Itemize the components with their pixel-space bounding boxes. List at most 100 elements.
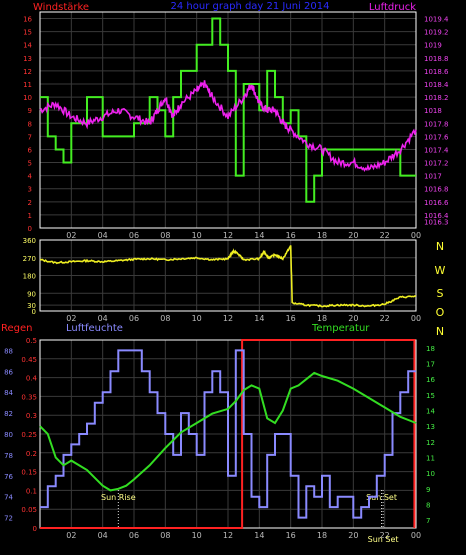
- humidity-axis-title: Luftfeuchte: [66, 323, 123, 334]
- wind-tick-label: 12: [23, 68, 32, 76]
- sun-annotation-label: Sun Set: [366, 493, 397, 502]
- x-tick-label-p2: 00: [411, 314, 421, 323]
- x-tick-label-p3: 14: [254, 531, 264, 540]
- x-tick-label-p1: 08: [160, 231, 170, 240]
- pressure-tick-label: 1019: [424, 42, 442, 50]
- x-tick-label-p1: 02: [66, 231, 76, 240]
- rain-axis-title: Regen: [1, 323, 33, 334]
- temperature-series: [39, 371, 417, 492]
- humidity-tick-label: 78: [4, 452, 13, 460]
- compass-label: O: [436, 306, 445, 319]
- x-tick-label-p1: 18: [317, 231, 327, 240]
- temperature-tick-label: 11: [426, 455, 435, 463]
- x-tick-label-p1: 12: [223, 231, 233, 240]
- plot-frame: [39, 239, 417, 312]
- temperature-tick-label: 8: [426, 502, 430, 510]
- pressure-tick-label: 1016.3: [424, 218, 449, 226]
- compass-label: N: [436, 325, 444, 338]
- compass-label: N: [436, 240, 444, 253]
- x-tick-label-p3: 00: [411, 531, 421, 540]
- x-tick-label-p1: 14: [254, 231, 264, 240]
- pressure-tick-label: 1016.4: [424, 212, 449, 220]
- x-tick-label-p3: 20: [348, 531, 358, 540]
- wind-tick-label: 0: [28, 225, 32, 233]
- temperature-tick-label: 9: [426, 486, 430, 494]
- x-tick-label-p1: 00: [411, 231, 421, 240]
- direction-tick-label: 270: [23, 255, 36, 263]
- x-tick-label-p2: 16: [286, 314, 296, 323]
- temperature-tick-label: 18: [426, 345, 435, 353]
- rain-tick-label: 0.35: [21, 393, 37, 401]
- temperature-tick-label: 12: [426, 439, 435, 447]
- x-tick-label-p2: 10: [192, 314, 202, 323]
- x-tick-label-p3: 12: [223, 531, 233, 540]
- direction-tick-label: 30: [27, 302, 36, 310]
- compass-label: S: [437, 287, 444, 300]
- rain-tick-label: 0.2: [26, 450, 37, 458]
- pressure-tick-label: 1017.4: [424, 146, 449, 154]
- sun-annotation-label: Sun Rise: [101, 493, 136, 502]
- humidity-tick-label: 74: [4, 494, 13, 502]
- x-tick-label-p1: 22: [380, 231, 390, 240]
- pressure-tick-label: 1018.6: [424, 68, 449, 76]
- compass-label: W: [435, 264, 446, 277]
- humidity-tick-label: 82: [4, 410, 13, 418]
- plot-frame: [39, 11, 417, 229]
- pressure-tick-label: 1016.8: [424, 186, 449, 194]
- humidity-tick-label: 76: [4, 473, 13, 481]
- pressure-tick-label: 1018.2: [424, 94, 449, 102]
- pressure-tick-label: 1017: [424, 173, 442, 181]
- rain-tick-label: 0: [33, 525, 37, 533]
- wind-tick-label: 9: [28, 107, 32, 115]
- temperature-tick-label: 15: [426, 392, 435, 400]
- chart-title: 24 hour graph day 21 Juni 2014: [171, 1, 330, 12]
- x-tick-label-p2: 06: [129, 314, 139, 323]
- pressure-tick-label: 1018.8: [424, 55, 449, 63]
- temperature-tick-label: 14: [426, 408, 435, 416]
- rain-tick-label: 0.5: [26, 337, 37, 345]
- humidity-tick-label: 72: [4, 515, 13, 523]
- humidity-tick-label: 80: [4, 431, 13, 439]
- wind-speed-series: [40, 17, 416, 203]
- x-tick-label-p2: 04: [98, 314, 108, 323]
- direction-tick-label: 360: [23, 237, 36, 245]
- pressure-series: [39, 80, 417, 172]
- x-tick-label-p2: 20: [348, 314, 358, 323]
- direction-tick-label: 90: [27, 290, 36, 298]
- temperature-axis-title: Temperatur: [311, 323, 370, 334]
- wind-tick-label: 1: [28, 212, 32, 220]
- x-tick-label-p2: 12: [223, 314, 233, 323]
- temperature-tick-label: 13: [426, 423, 435, 431]
- wind-tick-label: 14: [23, 42, 32, 50]
- x-tick-label-p3: 16: [286, 531, 296, 540]
- rain-tick-label: 0.1: [26, 487, 37, 495]
- pressure-axis-title: Luftdruck: [369, 2, 416, 13]
- pressure-tick-label: 1018: [424, 107, 442, 115]
- x-tick-label-p2: 14: [254, 314, 264, 323]
- wind-tick-label: 8: [28, 120, 32, 128]
- wind-tick-label: 15: [23, 29, 32, 37]
- pressure-tick-label: 1017.2: [424, 160, 449, 168]
- pressure-tick-label: 1017.8: [424, 120, 449, 128]
- x-tick-label-p3: 08: [160, 531, 170, 540]
- wind-tick-label: 5: [28, 160, 32, 168]
- pressure-tick-label: 1019.2: [424, 29, 449, 37]
- x-tick-label-p2: 18: [317, 314, 327, 323]
- sun-annotation-label: Sun Set: [368, 535, 399, 544]
- humidity-tick-label: 86: [4, 368, 13, 376]
- x-tick-label-p3: 02: [66, 531, 76, 540]
- x-tick-label-p2: 02: [66, 314, 76, 323]
- humidity-tick-label: 84: [4, 389, 13, 397]
- rain-tick-label: 0.3: [26, 412, 37, 420]
- wind-tick-label: 11: [23, 81, 32, 89]
- pressure-tick-label: 1019.4: [424, 16, 449, 24]
- pressure-tick-label: 1016.6: [424, 199, 449, 207]
- temperature-tick-label: 17: [426, 361, 435, 369]
- wind-tick-label: 3: [28, 186, 32, 194]
- wind-tick-label: 4: [28, 173, 33, 181]
- pressure-tick-label: 1017.6: [424, 133, 449, 141]
- temperature-tick-label: 10: [426, 470, 435, 478]
